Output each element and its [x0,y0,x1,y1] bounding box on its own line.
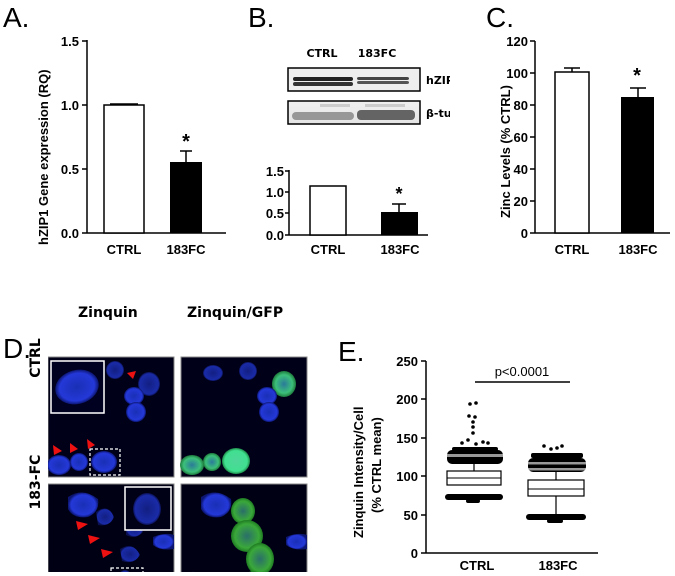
bar-ctrl [554,71,590,234]
significance-star: * [395,184,402,204]
svg-text:50: 50 [404,508,418,523]
blot-lane-183fc: 183FC [358,47,397,60]
bar-183fc [381,212,418,235]
panel-b-yticks: 1.5 1.0 0.5 0.0 [266,164,289,243]
panel-b-blot-and-chart: CTRL 183FC hZIP1 β-tubulin 1.5 1.0 0.5 0… [266,47,450,257]
svg-text:1.0: 1.0 [266,185,284,200]
bar-ctrl [309,185,347,236]
micrograph-ctrl-zinquin-gfp [180,356,308,478]
svg-text:60: 60 [514,130,528,145]
svg-text:0: 0 [411,546,418,561]
svg-text:0.0: 0.0 [61,226,79,241]
significance-star: * [633,65,641,87]
box-ctrl [444,401,506,503]
svg-text:200: 200 [396,392,418,407]
svg-text:120: 120 [506,34,528,49]
svg-text:CTRL: CTRL [555,242,590,257]
svg-text:CTRL: CTRL [311,242,346,257]
panel-a-chart: hZIP1 Gene expression (RQ) 1.5 1.0 0.5 0… [36,34,226,257]
panel-d-label: D. [3,333,31,364]
svg-text:0.0: 0.0 [266,228,284,243]
column-label-zinquin: Zinquin [78,305,138,321]
bar-183fc [621,97,654,233]
blot-band-hzip1: hZIP1 [426,74,450,87]
significance-star: * [182,131,190,153]
panel-e-ylabel-line2: (% CTRL mean) [369,417,384,513]
panel-a-ylabel: hZIP1 Gene expression (RQ) [36,69,51,245]
blot-lane-ctrl: CTRL [306,47,337,60]
panel-a-yticks: 1.5 1.0 0.5 0.0 [61,34,87,241]
svg-text:100: 100 [506,66,528,81]
panel-c-yticks: 120 100 80 60 40 20 0 [506,34,535,241]
micrograph-183fc-zinquin [48,483,175,572]
box-183fc [526,444,588,523]
panel-b-label: B. [248,2,275,33]
svg-text:183FC: 183FC [538,558,578,573]
micrograph-ctrl-zinquin [48,356,175,478]
svg-text:CTRL: CTRL [107,242,142,257]
panel-e-ylabel-line1: Zinquin Intensity/Cell [351,407,366,538]
micrographs [48,356,308,572]
svg-text:183FC: 183FC [618,242,658,257]
svg-text:0.5: 0.5 [266,206,284,221]
column-label-zinquin-gfp: Zinquin/GFP [187,305,284,321]
p-value-annotation: p<0.0001 [495,364,550,379]
bar-ctrl [103,104,145,234]
bar-183fc [170,162,202,233]
blot-band-beta-tubulin: β-tubulin [426,107,450,120]
svg-text:80: 80 [514,98,528,113]
svg-text:20: 20 [514,194,528,209]
svg-text:150: 150 [396,431,418,446]
svg-text:0.5: 0.5 [61,162,79,177]
svg-text:40: 40 [514,162,528,177]
panel-e-yticks: 250 200 150 100 50 0 [396,354,426,561]
row-label-183fc: 183-FC [28,454,44,510]
svg-text:250: 250 [396,354,418,369]
row-label-ctrl: CTRL [28,338,44,378]
svg-text:CTRL: CTRL [460,558,495,573]
svg-text:1.5: 1.5 [266,164,284,179]
blot-beta-tubulin [287,100,421,125]
micrograph-183fc-zinquin-gfp [180,483,308,572]
panel-c-ylabel: Zinc Levels (% CTRL) [498,85,513,218]
svg-text:0: 0 [521,226,528,241]
svg-text:1.5: 1.5 [61,34,79,49]
panel-e-chart: Zinquin Intensity/Cell (% CTRL mean) 250… [351,354,598,573]
panel-a-label: A. [3,2,30,33]
svg-text:183FC: 183FC [380,242,420,257]
svg-text:100: 100 [396,469,418,484]
svg-text:183FC: 183FC [166,242,206,257]
svg-text:1.0: 1.0 [61,98,79,113]
panel-c-chart: Zinc Levels (% CTRL) 120 100 80 60 40 20… [498,34,670,257]
panel-c-label: C. [486,2,514,33]
panel-e-label: E. [338,336,365,367]
blot-hzip1 [287,67,421,92]
